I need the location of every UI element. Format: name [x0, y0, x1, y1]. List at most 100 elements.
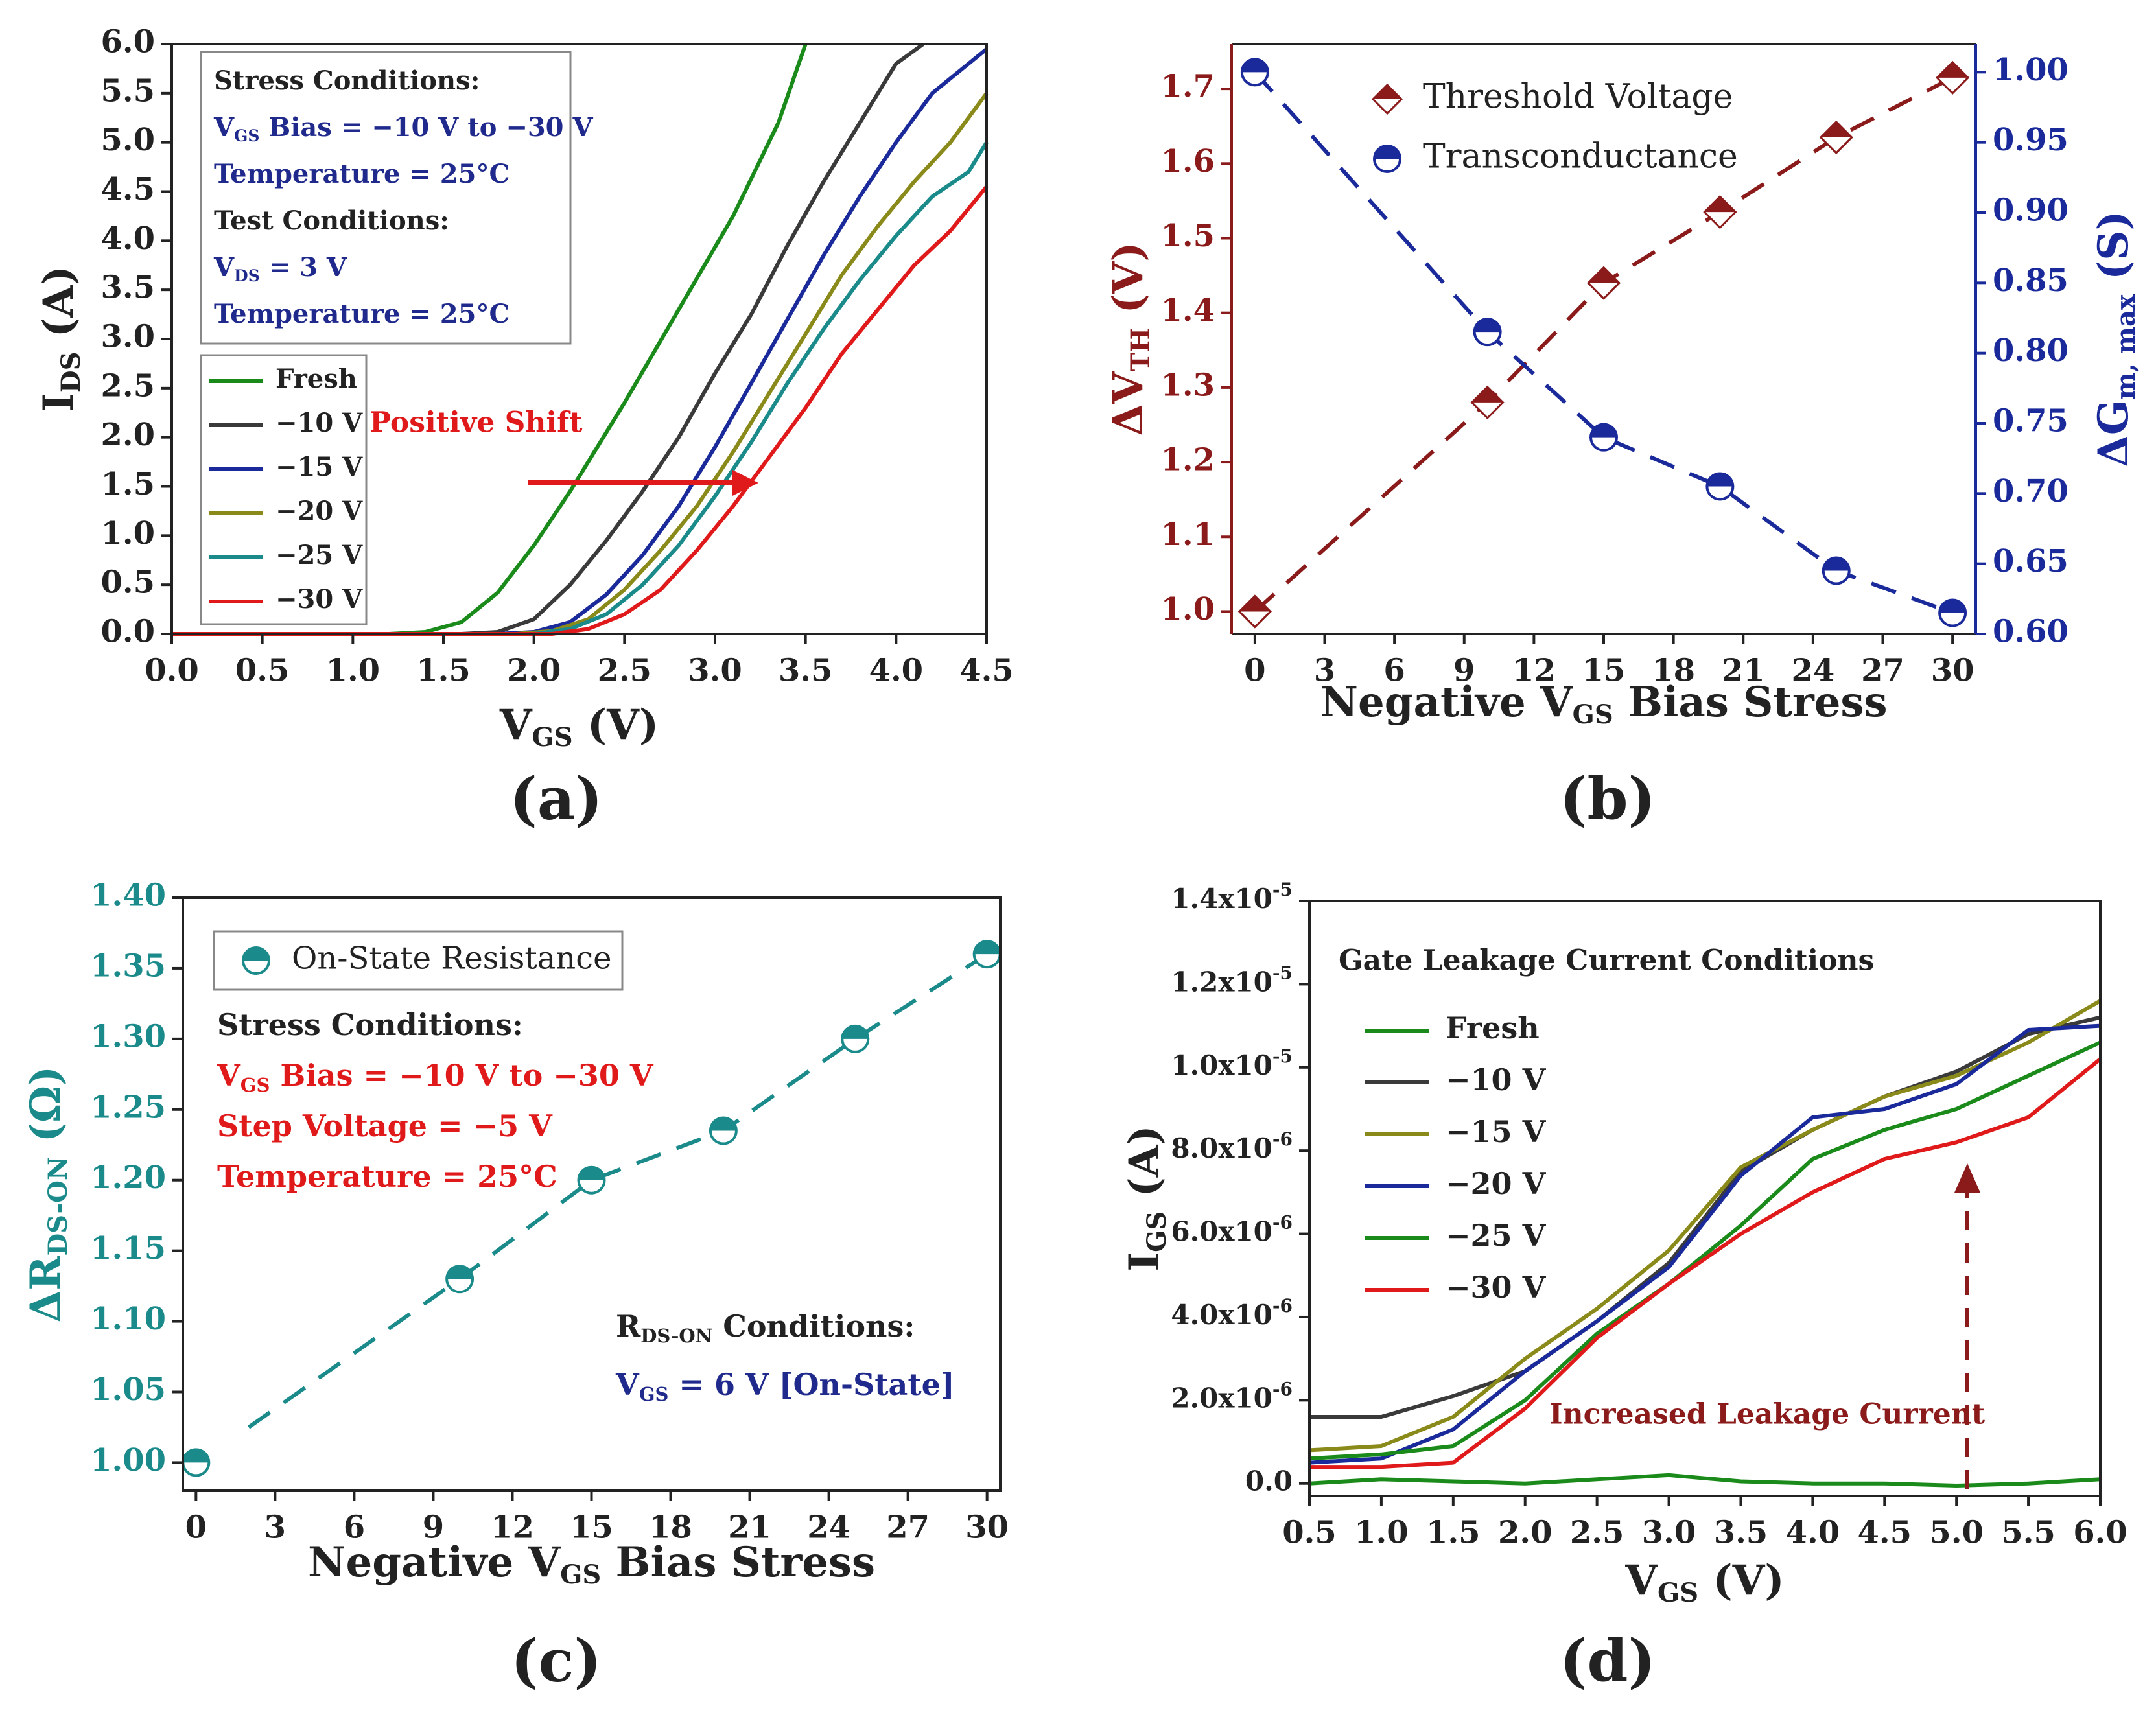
y-tick-label: 3.5: [100, 270, 155, 306]
x-tick-label: 2.5: [598, 653, 652, 689]
y-right-tick-label: 0.75: [1993, 403, 2068, 439]
y-axis-label: IDS (A): [34, 266, 87, 412]
legend-threshold-label: Threshold Voltage: [1423, 78, 1733, 117]
resistance-point: [182, 1448, 211, 1477]
marker-fill: [1939, 600, 1966, 613]
threshold-fit-line: [1253, 76, 1954, 613]
panel-label: (d): [1560, 1627, 1656, 1696]
panel-label: (a): [510, 765, 602, 834]
panel-label: (c): [511, 1627, 602, 1696]
x-axis-label: VGS (V): [1624, 1556, 1784, 1609]
x-tick-label: 30: [1931, 653, 1974, 689]
marker-fill: [183, 1449, 209, 1463]
leakage-arrowhead: [1954, 1163, 1980, 1193]
x-tick-label: 27: [1861, 653, 1904, 689]
marker-fill: [1471, 386, 1503, 403]
condition-line: VDS = 3 V: [213, 252, 347, 285]
x-tick-label: 5.5: [2001, 1515, 2056, 1551]
threshold-point: [1237, 594, 1272, 629]
x-tick-label: 30: [965, 1510, 1009, 1546]
legend-threshold-marker: [1371, 83, 1403, 115]
y-tick-label: 6.0x10-6: [1171, 1211, 1293, 1248]
x-tick-label: 1.0: [326, 653, 381, 689]
x-tick-label: 0: [185, 1510, 207, 1546]
transconductance-point: [1473, 318, 1502, 347]
y-tick-label: 4.5: [100, 171, 155, 207]
y-right-tick-label: 0.85: [1993, 263, 2068, 299]
x-tick-label: 6: [1383, 653, 1405, 689]
y-left-tick-label: 1.2: [1160, 442, 1215, 478]
condition-line: Temperature = 25°C: [214, 299, 510, 329]
resistance-fit-line: [247, 952, 989, 1429]
legend-label: −10 V: [275, 408, 363, 438]
resistance-point: [577, 1165, 606, 1195]
y-tick-label: 2.5: [100, 368, 155, 404]
x-tick-label: 3: [264, 1510, 286, 1546]
conditions-box: [200, 51, 572, 345]
condition-line: Stress Conditions:: [214, 65, 480, 96]
x-tick-label: 0.5: [235, 653, 290, 689]
series-line: [172, 42, 924, 636]
marker-fill: [1704, 196, 1736, 213]
x-tick-label: 6.0: [2073, 1515, 2127, 1551]
marker-fill: [1474, 319, 1501, 333]
y-tick-label: 5.0: [100, 122, 155, 158]
x-tick-label: 2.0: [507, 653, 561, 689]
legend-transconductance-label: Transconductance: [1423, 137, 1738, 176]
x-tick-label: 0.0: [145, 653, 199, 689]
x-tick-label: 15: [570, 1510, 613, 1546]
legend-box: [213, 930, 624, 991]
transconductance-point: [1822, 556, 1851, 585]
y-tick-label: 1.0: [100, 515, 155, 552]
legend-label: Fresh: [275, 364, 357, 394]
legend-label: Fresh: [1446, 1010, 1540, 1045]
y-tick-label: 1.2x10-5: [1171, 962, 1293, 998]
x-tick-label: 4.0: [869, 653, 924, 689]
x-tick-label: 5.0: [1929, 1515, 1984, 1551]
y-tick-label: 6.0: [100, 24, 155, 60]
legend-label: −15 V: [275, 452, 363, 482]
stress-condition-line: Step Voltage = −5 V: [217, 1108, 553, 1143]
annotation-text: Positive Shift: [369, 406, 583, 439]
marker-fill: [1591, 424, 1617, 438]
y-tick-label: 1.20: [90, 1160, 166, 1196]
y-tick-label: 1.35: [90, 948, 166, 984]
x-tick-label: 3: [1314, 653, 1335, 689]
marker-fill: [1588, 267, 1619, 283]
x-tick-label: 0.5: [1282, 1515, 1337, 1551]
threshold-point: [1819, 120, 1853, 155]
marker-fill: [1707, 473, 1733, 487]
threshold-point: [1470, 385, 1505, 420]
x-tick-label: 3.0: [1642, 1515, 1696, 1551]
stress-condition-line: Temperature = 25°C: [217, 1159, 557, 1194]
x-tick-label: 9: [423, 1510, 444, 1546]
panel-a-chart: 0.0 0.5 1.0 1.5 2.0 2.5 3.0 3.5 4.0 4.5 0.0 0.5 1.0 1…: [34, 24, 1014, 834]
transconductance-fit-line: [1253, 71, 1954, 615]
transconductance-point: [1938, 598, 1967, 627]
resistance-point: [972, 940, 1002, 969]
marker-fill: [243, 948, 269, 961]
x-tick-label: 4.5: [959, 653, 1014, 689]
x-tick-label: 24: [807, 1510, 850, 1546]
legend-resistance-label: On-State Resistance: [292, 940, 612, 977]
x-axis-label: VGS (V): [499, 701, 659, 753]
legend-label: −20 V: [1446, 1166, 1547, 1201]
y-tick-label: 2.0: [100, 417, 155, 453]
stress-condition-line: Stress Conditions:: [217, 1007, 523, 1042]
legend-label: −10 V: [1446, 1062, 1547, 1097]
y-axis-label: IGS (A): [1120, 1125, 1173, 1271]
y-tick-label: 0.0: [100, 614, 155, 650]
threshold-point: [1936, 60, 1970, 95]
y-tick-label: 1.0x10-5: [1171, 1045, 1293, 1081]
x-tick-label: 15: [1582, 653, 1626, 689]
legend-label: −25 V: [275, 540, 363, 570]
y-right-tick-label: 0.65: [1993, 543, 2068, 579]
x-tick-label: 24: [1791, 653, 1834, 689]
threshold-point: [1586, 266, 1621, 300]
marker-fill: [842, 1025, 869, 1039]
marker-fill: [1820, 121, 1852, 137]
y-tick-label: 4.0: [100, 220, 155, 257]
y-right-tick-label: 0.90: [1993, 193, 2068, 229]
marker-fill: [578, 1167, 605, 1180]
